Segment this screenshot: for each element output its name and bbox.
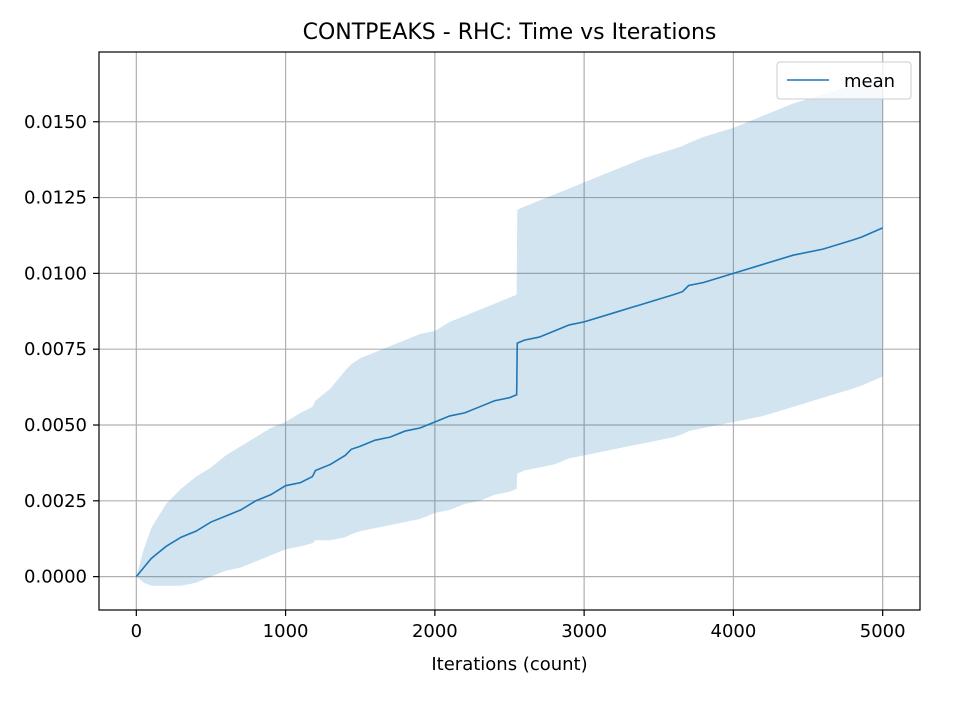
- x-tick-label: 5000: [860, 621, 906, 642]
- legend-box: [776, 61, 912, 100]
- x-tick-label: 2000: [412, 621, 458, 642]
- plot-frame: [98, 51, 921, 611]
- y-tick-label: 0.0125: [24, 188, 87, 209]
- chart-title: CONTPEAKS - RHC: Time vs Iterations: [303, 20, 717, 45]
- band-layer: [136, 82, 883, 586]
- y-tick-label: 0.0000: [24, 567, 87, 588]
- y-tick-label: 0.0075: [24, 339, 87, 360]
- legend-label-mean: mean: [844, 71, 895, 92]
- y-tick-label: 0.0025: [24, 491, 87, 512]
- confidence-band-mean: [136, 82, 883, 586]
- legend[interactable]: mean: [776, 61, 912, 100]
- grid-layer: [99, 52, 920, 610]
- y-tick-label: 0.0050: [24, 415, 87, 436]
- x-tick-label: 1000: [263, 621, 309, 642]
- x-tick-label: 4000: [711, 621, 757, 642]
- x-tick-label: 3000: [561, 621, 607, 642]
- line-layer: [135, 227, 883, 578]
- tick-layer: 0 1000 2000 3000 4000 5000 0.0000 0.0025 0.0050 0…: [24, 112, 906, 642]
- series-line-mean: [135, 227, 883, 578]
- y-tick-label: 0.0150: [24, 112, 87, 133]
- x-tick-label: 0: [131, 621, 142, 642]
- y-tick-label: 0.0100: [24, 263, 87, 284]
- x-axis-label: Iterations (count): [431, 654, 587, 675]
